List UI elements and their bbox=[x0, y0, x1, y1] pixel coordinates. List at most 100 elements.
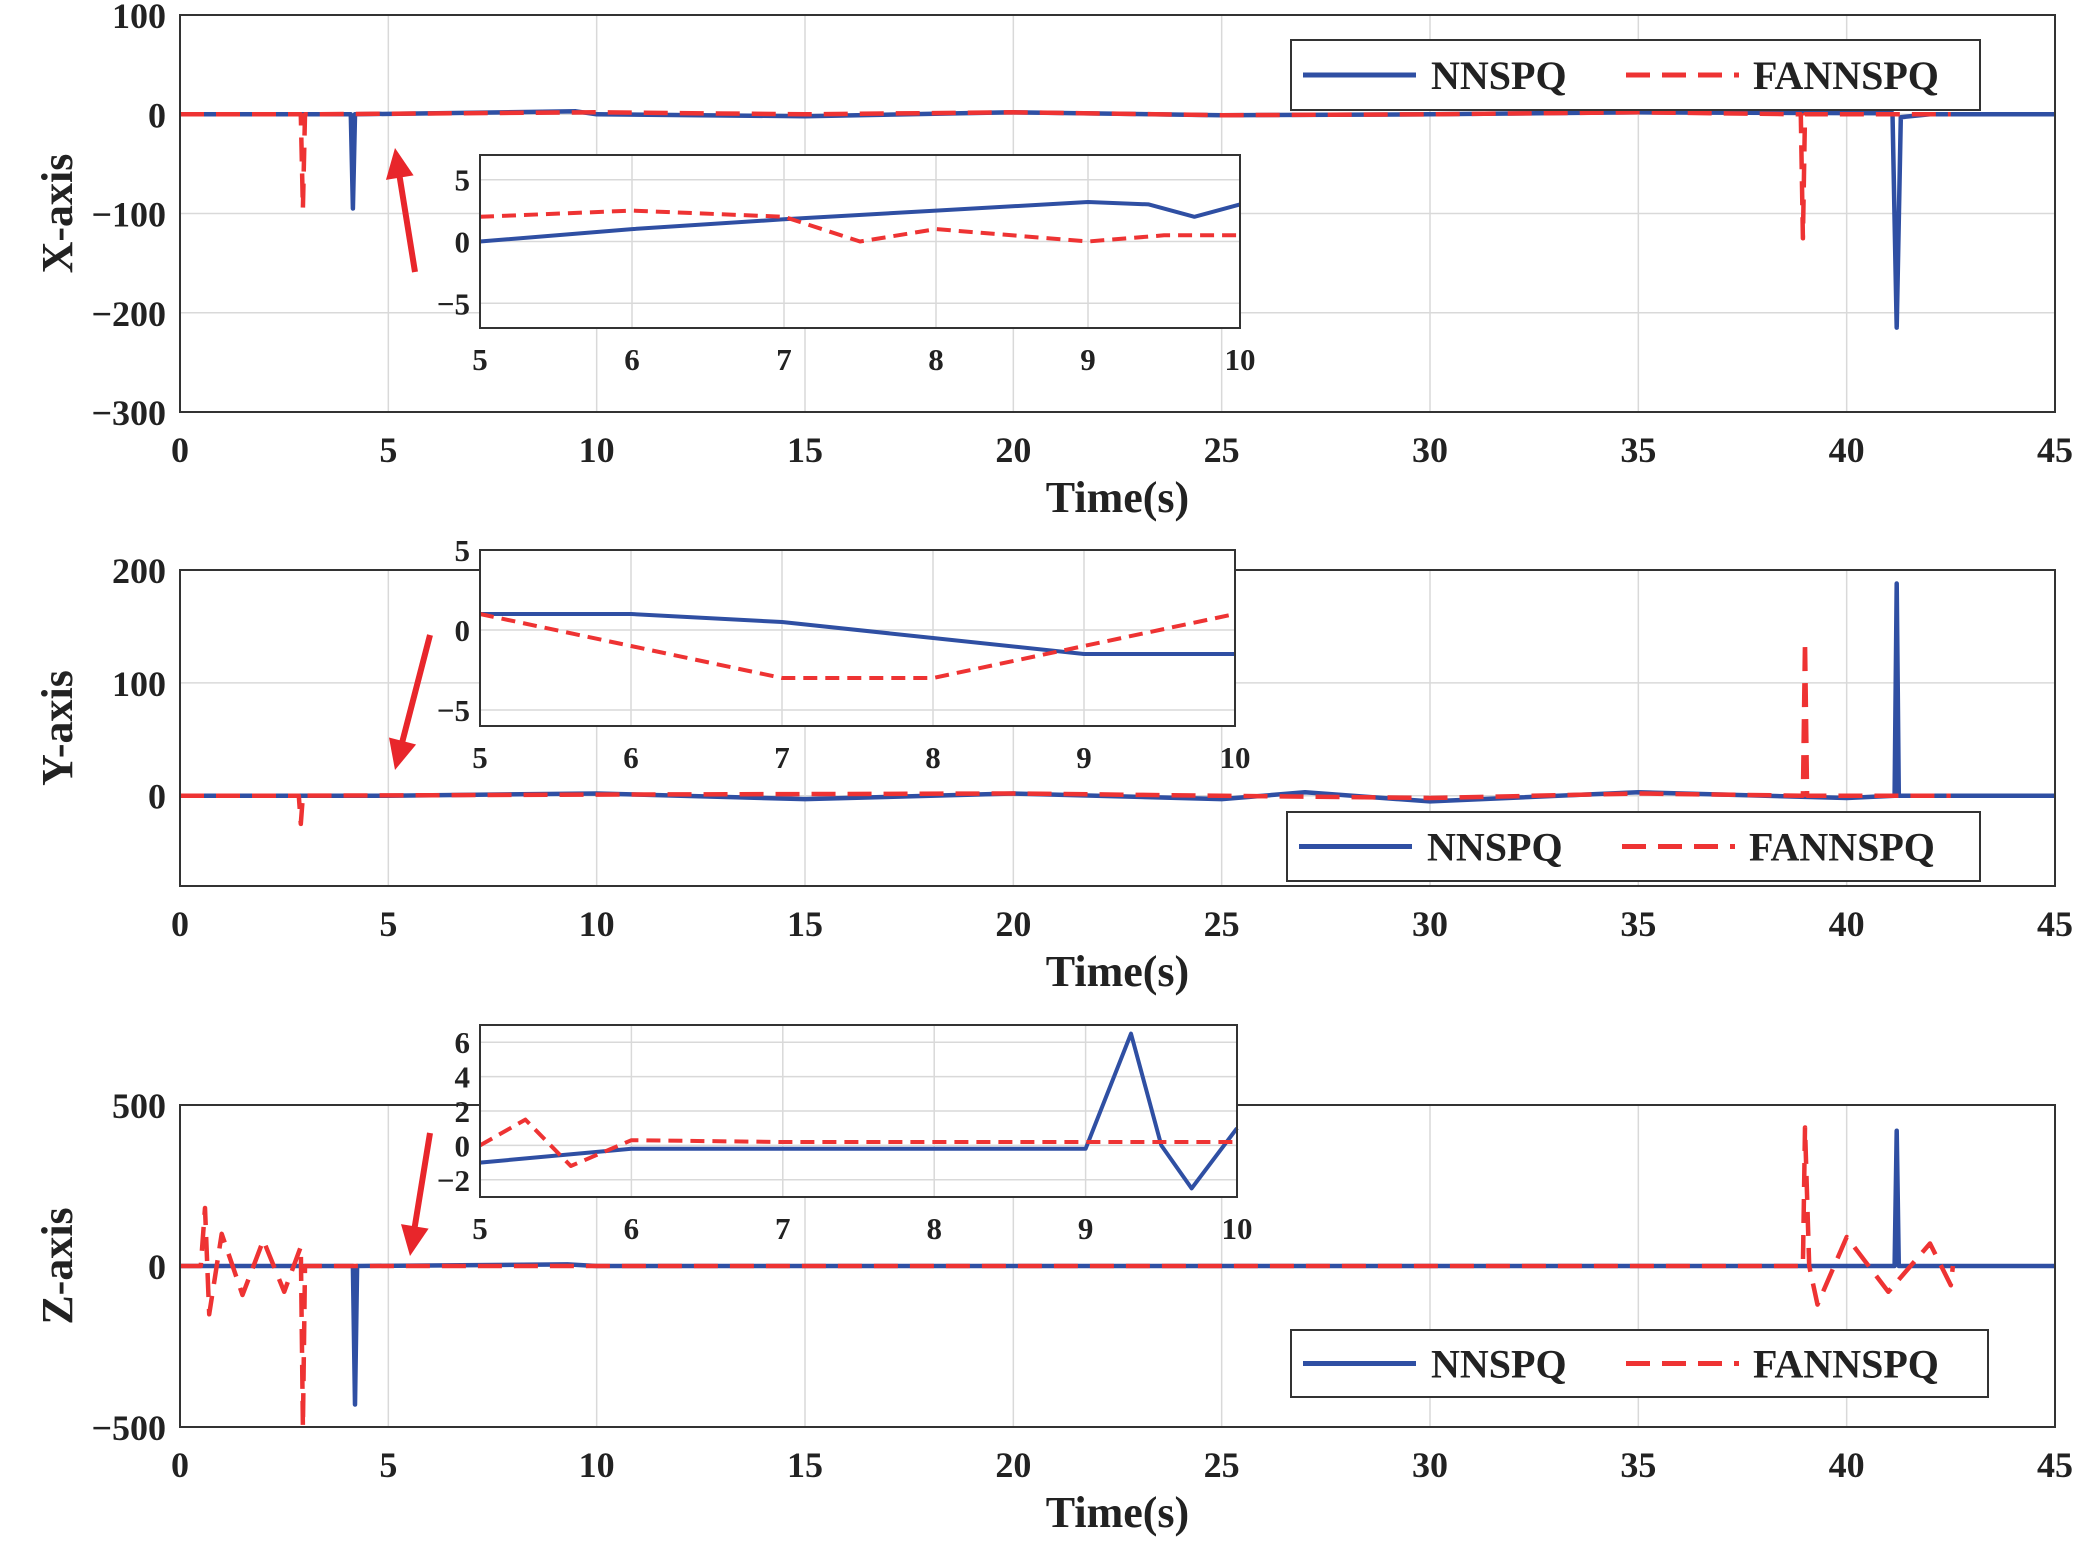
x-tick-label: 5 bbox=[472, 1211, 488, 1246]
x-tick-label: 10 bbox=[579, 904, 615, 944]
legend-label-fannspq: FANNSPQ bbox=[1753, 1342, 1939, 1387]
y-axis-label: Y-axis bbox=[33, 670, 82, 786]
x-tick-label: 5 bbox=[472, 740, 488, 775]
x-axis-label: Time(s) bbox=[1046, 473, 1189, 522]
x-tick-label: 20 bbox=[995, 430, 1031, 470]
x-tick-label: 15 bbox=[787, 430, 823, 470]
y-tick-label: −5 bbox=[437, 286, 470, 321]
x-tick-label: 45 bbox=[2037, 904, 2073, 944]
x-tick-label: 8 bbox=[925, 740, 941, 775]
y-axis-label: Z-axis bbox=[33, 1207, 82, 1324]
x-tick-label: 20 bbox=[995, 904, 1031, 944]
x-tick-label: 30 bbox=[1412, 904, 1448, 944]
x-tick-label: 5 bbox=[379, 430, 397, 470]
legend-label-nnspq: NNSPQ bbox=[1427, 825, 1563, 870]
x-tick-label: 5 bbox=[472, 342, 488, 377]
legend: NNSPQ FANNSPQ bbox=[1286, 811, 1981, 882]
x-tick-label: 25 bbox=[1204, 904, 1240, 944]
zoom-arrow-head bbox=[400, 1224, 429, 1256]
x-tick-label: 9 bbox=[1078, 1211, 1094, 1246]
x-tick-label: 10 bbox=[1222, 1211, 1253, 1246]
x-tick-label: 10 bbox=[1220, 740, 1251, 775]
y-tick-label: −100 bbox=[91, 195, 166, 235]
y-tick-label: 200 bbox=[112, 551, 166, 591]
y-tick-label: 0 bbox=[455, 1128, 471, 1163]
zoom-arrow bbox=[398, 634, 433, 748]
x-axis-label: Time(s) bbox=[1046, 947, 1189, 996]
x-tick-label: 8 bbox=[926, 1211, 942, 1246]
y-tick-label: −300 bbox=[91, 393, 166, 433]
series-line-nnspq bbox=[479, 1031, 1239, 1191]
series-line-fannspq bbox=[180, 1125, 1956, 1430]
plot-area bbox=[480, 550, 1235, 726]
x-tick-label: 40 bbox=[1829, 1445, 1865, 1485]
x-tick-label: 10 bbox=[579, 430, 615, 470]
y-tick-label: −500 bbox=[91, 1408, 166, 1448]
x-tick-label: 9 bbox=[1076, 740, 1092, 775]
panel-y-inset: 5 6 7 8 9 10 5 0 −5 bbox=[437, 533, 1251, 775]
legend-label-nnspq: NNSPQ bbox=[1431, 1342, 1567, 1387]
axes-frame bbox=[179, 14, 2056, 413]
x-tick-label: 25 bbox=[1204, 430, 1240, 470]
y-tick-label: 0 bbox=[455, 613, 471, 648]
x-tick-label: 0 bbox=[171, 904, 189, 944]
legend: NNSPQ FANNSPQ bbox=[1290, 39, 1981, 111]
y-tick-label: 0 bbox=[455, 225, 471, 260]
x-tick-label: 5 bbox=[379, 1445, 397, 1485]
series-line-nnspq bbox=[180, 1128, 2055, 1407]
y-tick-label: −2 bbox=[437, 1163, 470, 1198]
x-tick-label: 7 bbox=[775, 1211, 791, 1246]
x-tick-label: 45 bbox=[2037, 430, 2073, 470]
legend: NNSPQ FANNSPQ bbox=[1290, 1329, 1989, 1398]
legend-label-fannspq: FANNSPQ bbox=[1749, 825, 1935, 870]
x-tick-label: 40 bbox=[1829, 904, 1865, 944]
y-tick-label: 6 bbox=[455, 1025, 471, 1060]
panel-x-inset: 5 6 7 8 9 10 5 0 −5 bbox=[437, 154, 1256, 377]
axes-frame bbox=[479, 549, 1236, 727]
y-tick-label: −5 bbox=[437, 693, 470, 728]
x-tick-label: 5 bbox=[379, 904, 397, 944]
y-tick-label: 4 bbox=[455, 1060, 471, 1095]
x-tick-label: 20 bbox=[995, 1445, 1031, 1485]
x-axis-label: Time(s) bbox=[1046, 1488, 1189, 1537]
x-tick-label: 10 bbox=[1225, 342, 1256, 377]
series-line-nnspq bbox=[480, 612, 1235, 656]
x-tick-label: 10 bbox=[579, 1445, 615, 1485]
series-line-fannspq bbox=[180, 110, 1951, 241]
x-tick-label: 6 bbox=[623, 740, 639, 775]
x-tick-label: 25 bbox=[1204, 1445, 1240, 1485]
zoom-arrow bbox=[410, 1132, 433, 1233]
y-axis-label: X-axis bbox=[33, 154, 82, 274]
y-tick-label: 0 bbox=[148, 1247, 166, 1287]
x-tick-label: 7 bbox=[776, 342, 792, 377]
series-line-fannspq bbox=[479, 612, 1236, 680]
series-line-fannspq bbox=[479, 208, 1240, 244]
x-tick-label: 45 bbox=[2037, 1445, 2073, 1485]
legend-label-nnspq: NNSPQ bbox=[1431, 53, 1567, 98]
legend-label-fannspq: FANNSPQ bbox=[1753, 53, 1939, 98]
x-tick-label: 40 bbox=[1829, 430, 1865, 470]
x-tick-label: 35 bbox=[1620, 904, 1656, 944]
x-tick-label: 6 bbox=[624, 342, 640, 377]
y-tick-label: 0 bbox=[148, 95, 166, 135]
y-tick-label: 5 bbox=[455, 163, 471, 198]
y-tick-label: −200 bbox=[91, 294, 166, 334]
y-tick-label: 100 bbox=[112, 664, 166, 704]
x-tick-label: 30 bbox=[1412, 430, 1448, 470]
x-tick-label: 9 bbox=[1080, 342, 1096, 377]
x-tick-label: 15 bbox=[787, 1445, 823, 1485]
x-tick-label: 15 bbox=[787, 904, 823, 944]
zoom-arrow-head bbox=[388, 737, 417, 770]
zoom-arrow-head bbox=[385, 148, 414, 180]
y-tick-label: 5 bbox=[455, 533, 471, 568]
y-tick-label: 0 bbox=[148, 777, 166, 817]
y-tick-label: 100 bbox=[112, 0, 166, 36]
x-tick-label: 0 bbox=[171, 1445, 189, 1485]
x-tick-label: 7 bbox=[774, 740, 790, 775]
axes-frame bbox=[479, 1024, 1238, 1198]
y-tick-label: 2 bbox=[455, 1094, 471, 1129]
series-line-nnspq bbox=[479, 200, 1241, 244]
x-tick-label: 35 bbox=[1620, 1445, 1656, 1485]
